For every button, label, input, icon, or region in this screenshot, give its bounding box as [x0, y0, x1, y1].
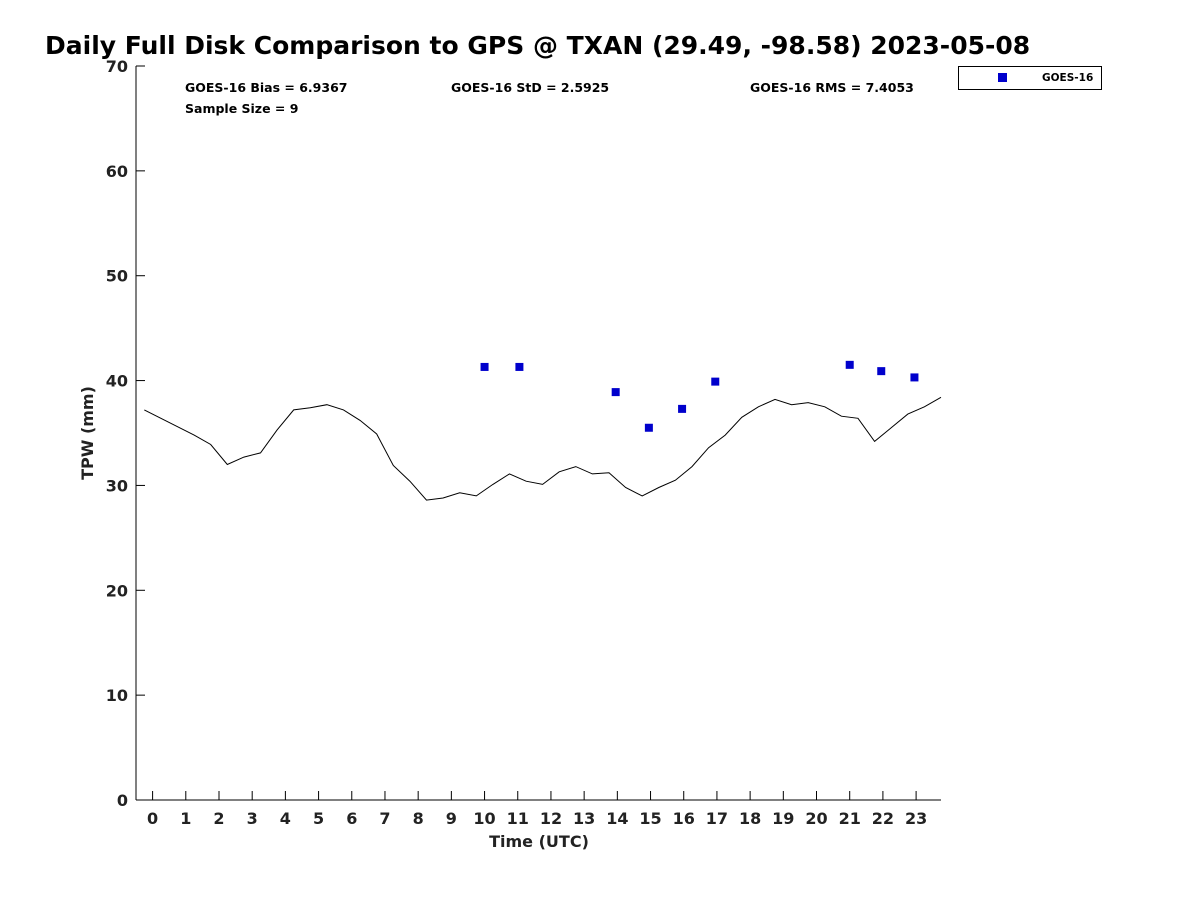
- chart-title: Daily Full Disk Comparison to GPS @ TXAN…: [45, 31, 1030, 60]
- legend-box: [958, 66, 1102, 90]
- y-tick-label: 10: [106, 686, 128, 705]
- x-tick-label: 12: [540, 809, 562, 828]
- x-tick-label: 17: [706, 809, 728, 828]
- x-tick-label: 5: [313, 809, 324, 828]
- y-tick-label: 40: [106, 372, 128, 391]
- goes16-series: [480, 360, 919, 432]
- y-tick-label: 30: [106, 476, 128, 495]
- sample-size-stat: Sample Size = 9: [185, 101, 298, 116]
- goes16-point: [845, 360, 854, 369]
- goes16-point: [644, 423, 653, 432]
- x-tick-label: 20: [805, 809, 827, 828]
- y-tick-label: 60: [106, 162, 128, 181]
- x-tick-label: 22: [872, 809, 894, 828]
- goes16-point: [611, 388, 620, 397]
- x-tick-label: 13: [573, 809, 595, 828]
- x-tick-label: 19: [772, 809, 794, 828]
- x-tick-label: 23: [905, 809, 927, 828]
- x-tick-label: 3: [247, 809, 258, 828]
- goes16-point: [877, 367, 886, 376]
- x-tick-label: 15: [639, 809, 661, 828]
- axes: [135, 66, 941, 801]
- x-tick-label: 21: [839, 809, 861, 828]
- goes16-point: [910, 373, 919, 382]
- gps-line: [144, 396, 942, 501]
- goes16-point: [678, 404, 687, 413]
- x-ticks: 0 1 2 3 4 5 6 7 8 9 10 11 12 13 14 15 16 17 18 19 20 21 22 23: [147, 791, 927, 828]
- rms-stat: GOES-16 RMS = 7.4053: [750, 80, 914, 95]
- bias-stat: GOES-16 Bias = 6.9367: [185, 80, 347, 95]
- x-tick-label: 11: [507, 809, 529, 828]
- x-tick-label: 14: [606, 809, 628, 828]
- x-tick-label: 6: [346, 809, 357, 828]
- std-stat: GOES-16 StD = 2.5925: [451, 80, 609, 95]
- y-axis-label: TPW (mm): [78, 386, 97, 480]
- legend-entry-goes16: GOES-16: [1042, 72, 1093, 84]
- legend-marker-square: [998, 73, 1007, 82]
- x-tick-label: 7: [379, 809, 390, 828]
- goes16-point: [480, 362, 489, 371]
- x-tick-label: 10: [473, 809, 495, 828]
- x-tick-label: 8: [413, 809, 424, 828]
- x-axis-label: Time (UTC): [489, 832, 589, 851]
- y-ticks: 0 10 20 30 40 50 60 70: [106, 57, 145, 810]
- x-tick-label: 2: [213, 809, 224, 828]
- plot-area: 0 1 2 3 4 5 6 7 8 9 10 11 12 13 14 15 16 17 18 19 20 21 22 23 0…: [106, 57, 942, 828]
- x-tick-label: 0: [147, 809, 158, 828]
- x-tick-label: 9: [446, 809, 457, 828]
- y-tick-label: 0: [117, 791, 128, 810]
- x-tick-label: 4: [280, 809, 291, 828]
- y-tick-label: 50: [106, 267, 128, 286]
- goes16-point: [515, 362, 524, 371]
- goes16-point: [711, 377, 720, 386]
- legend: GOES-16: [958, 66, 1102, 90]
- x-tick-label: 1: [180, 809, 191, 828]
- x-tick-label: 18: [739, 809, 761, 828]
- y-tick-label: 70: [106, 57, 128, 76]
- y-tick-label: 20: [106, 581, 128, 600]
- gps-series: [144, 396, 942, 501]
- x-tick-label: 16: [673, 809, 695, 828]
